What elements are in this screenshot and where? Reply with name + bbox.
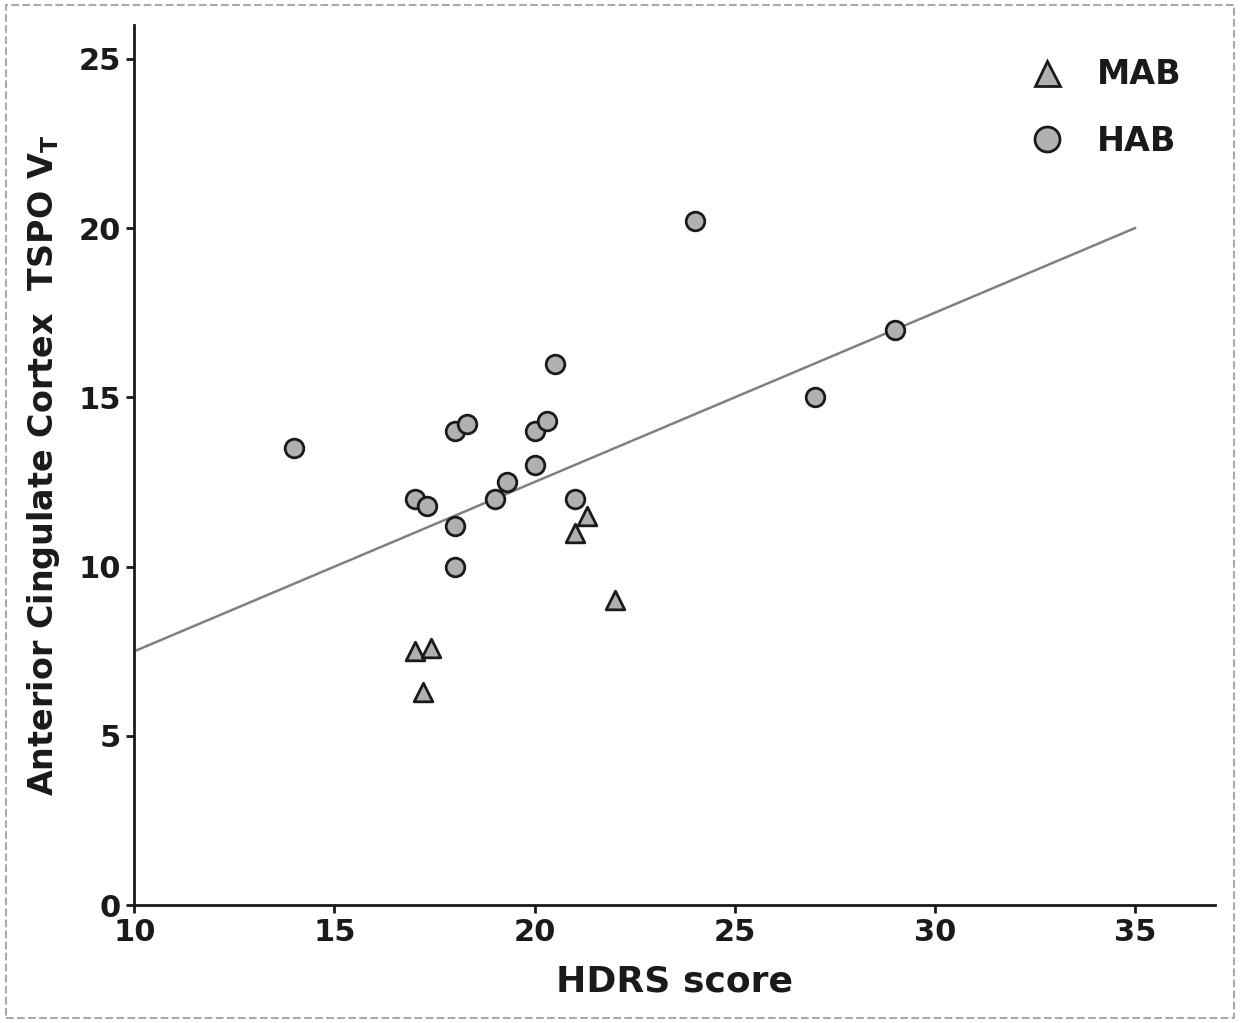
Point (456, 416, 476, 433)
Point (413, 683, 433, 700)
Point (497, 474, 517, 490)
Point (605, 592, 625, 609)
Legend: MAB, HAB: MAB, HAB (997, 42, 1198, 174)
Point (564, 525, 584, 541)
Point (537, 413, 557, 430)
Point (885, 321, 905, 338)
Point (445, 559, 465, 575)
Point (417, 497, 436, 514)
Point (420, 639, 440, 656)
Y-axis label: Anterior Cingulate Cortex  TSPO V$_\mathbf{T}$: Anterior Cingulate Cortex TSPO V$_\mathb… (25, 134, 62, 796)
X-axis label: HDRS score: HDRS score (557, 964, 794, 998)
Point (544, 355, 564, 371)
Point (564, 491, 584, 507)
Point (485, 491, 505, 507)
Point (404, 491, 424, 507)
Point (805, 389, 825, 405)
Point (445, 424, 465, 440)
Point (445, 518, 465, 534)
Point (525, 424, 544, 440)
Point (525, 457, 544, 474)
Point (284, 440, 304, 456)
Point (684, 213, 704, 229)
Point (577, 507, 596, 524)
Point (404, 643, 424, 660)
